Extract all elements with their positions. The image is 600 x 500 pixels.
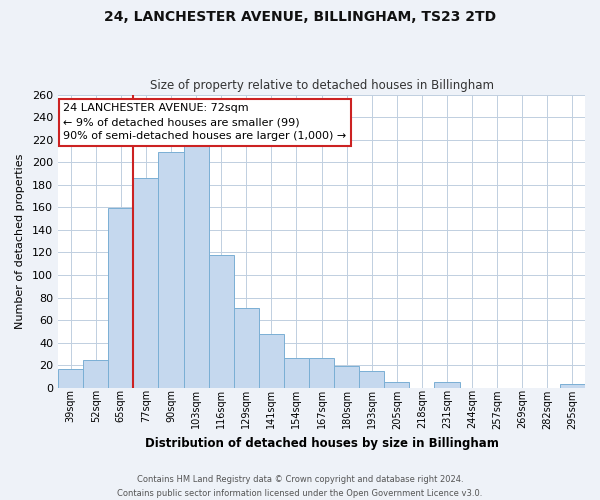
Bar bbox=[384, 382, 409, 388]
Bar bbox=[359, 371, 384, 388]
Bar bbox=[560, 384, 585, 388]
Text: Contains HM Land Registry data © Crown copyright and database right 2024.
Contai: Contains HM Land Registry data © Crown c… bbox=[118, 476, 482, 498]
Text: 24, LANCHESTER AVENUE, BILLINGHAM, TS23 2TD: 24, LANCHESTER AVENUE, BILLINGHAM, TS23 … bbox=[104, 10, 496, 24]
Bar bbox=[434, 382, 460, 388]
Text: 24 LANCHESTER AVENUE: 72sqm
← 9% of detached houses are smaller (99)
90% of semi: 24 LANCHESTER AVENUE: 72sqm ← 9% of deta… bbox=[64, 104, 347, 142]
Bar bbox=[209, 254, 234, 388]
Bar bbox=[184, 146, 209, 388]
Bar bbox=[83, 360, 108, 388]
Bar bbox=[158, 152, 184, 388]
Bar bbox=[133, 178, 158, 388]
Y-axis label: Number of detached properties: Number of detached properties bbox=[15, 154, 25, 329]
Bar bbox=[284, 358, 309, 388]
Bar bbox=[334, 366, 359, 388]
Bar bbox=[309, 358, 334, 388]
Title: Size of property relative to detached houses in Billingham: Size of property relative to detached ho… bbox=[149, 79, 494, 92]
X-axis label: Distribution of detached houses by size in Billingham: Distribution of detached houses by size … bbox=[145, 437, 499, 450]
Bar bbox=[234, 308, 259, 388]
Bar bbox=[58, 368, 83, 388]
Bar bbox=[259, 334, 284, 388]
Bar bbox=[108, 208, 133, 388]
